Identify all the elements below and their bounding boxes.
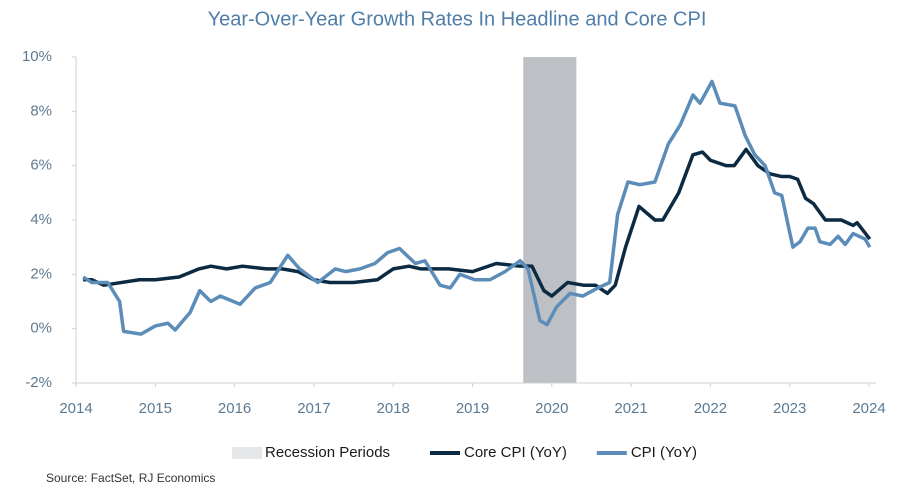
x-tick-label: 2019 xyxy=(456,400,489,417)
chart-title: Year-Over-Year Growth Rates In Headline … xyxy=(208,8,707,30)
x-tick-label: 2015 xyxy=(139,400,172,417)
series-line xyxy=(83,147,872,298)
x-tick-label: 2024 xyxy=(852,400,885,417)
x-tick-label: 2018 xyxy=(377,400,410,417)
y-tick-label: -2% xyxy=(25,374,52,391)
y-tick-label: 4% xyxy=(30,211,52,228)
x-tick-label: 2021 xyxy=(614,400,647,417)
legend-label: Core CPI (YoY) xyxy=(464,444,567,461)
y-tick-label: 2% xyxy=(30,265,52,282)
x-tick-label: 2023 xyxy=(773,400,806,417)
x-tick-label: 2016 xyxy=(218,400,251,417)
x-tick-label: 2017 xyxy=(297,400,330,417)
recession-band xyxy=(523,57,577,383)
y-tick-label: 0% xyxy=(30,320,52,337)
y-tick-label: 6% xyxy=(30,157,52,174)
legend: Recession Periods Core CPI (YoY) CPI (YoY) xyxy=(232,444,697,461)
series-line xyxy=(82,79,872,336)
x-tick-label: 2020 xyxy=(535,400,568,417)
x-tick-label: 2014 xyxy=(59,400,92,417)
y-tick-label: 10% xyxy=(22,48,52,65)
y-tick-label: 8% xyxy=(30,102,52,119)
x-tick-label: 2022 xyxy=(694,400,727,417)
legend-label: CPI (YoY) xyxy=(631,444,697,461)
legend-swatch xyxy=(232,447,262,459)
source-note: Source: FactSet, RJ Economics xyxy=(46,471,215,485)
legend-label: Recession Periods xyxy=(265,444,390,461)
